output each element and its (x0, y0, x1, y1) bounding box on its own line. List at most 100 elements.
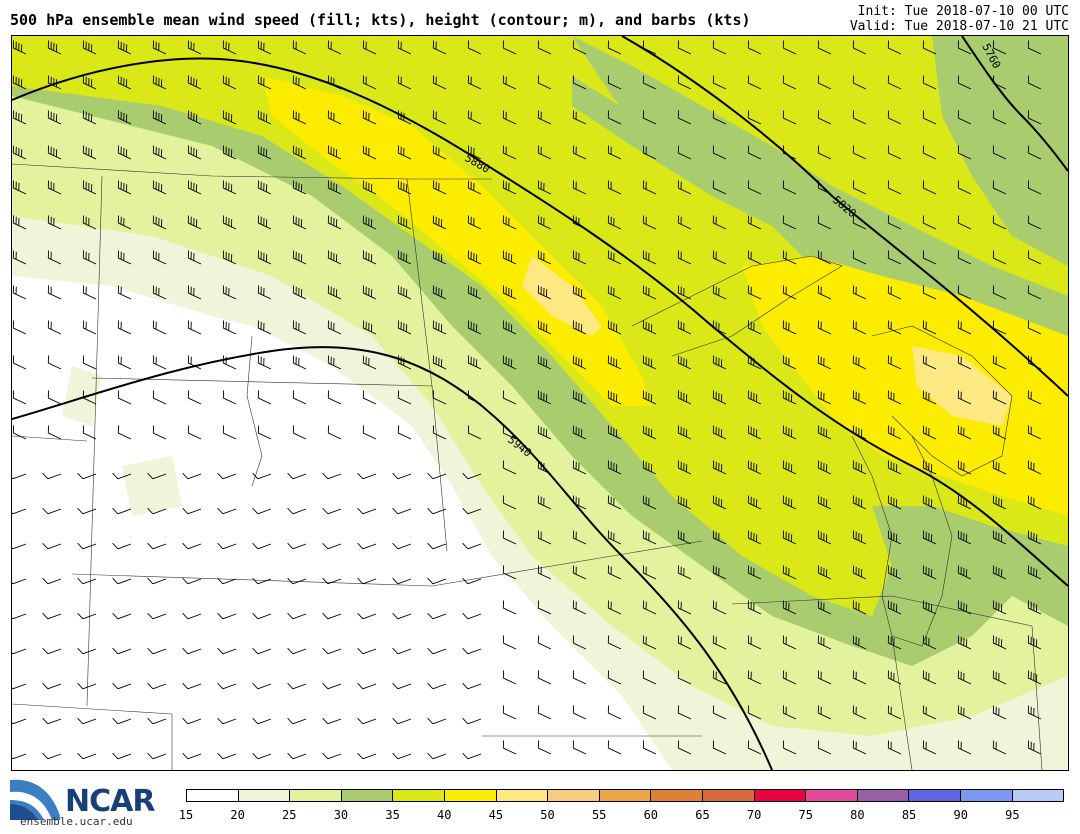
wind-barb (502, 320, 517, 335)
state-line (12, 703, 173, 770)
wind-barb (887, 215, 902, 230)
wind-barb (887, 425, 902, 440)
wind-barb (147, 752, 167, 760)
wind-barb (257, 40, 272, 55)
wind-barb (147, 542, 167, 550)
wind-barb (467, 250, 482, 265)
wind-barb (502, 75, 517, 90)
wind-barb (712, 180, 727, 195)
wind-barb (992, 145, 1007, 160)
wind-barb (992, 565, 1007, 580)
wind-barb (152, 285, 167, 300)
wind-barb (817, 495, 832, 510)
wind-barb (572, 600, 587, 615)
wind-barb (327, 180, 342, 195)
wind-barb (1027, 215, 1042, 230)
wind-barb (782, 215, 797, 230)
wind-barb (537, 705, 552, 720)
wind-barb (292, 215, 307, 230)
wind-barb (957, 355, 972, 370)
wind-barb (572, 635, 587, 650)
wind-barb (77, 647, 97, 655)
colorbar-swatch (702, 790, 755, 801)
wind-barb (887, 355, 902, 370)
colorbar-swatch (444, 790, 497, 801)
wind-barb (922, 460, 937, 475)
wind-barb (502, 425, 517, 440)
wind-barb (607, 530, 622, 545)
wind-barb (712, 635, 727, 650)
wind-barb (287, 612, 307, 620)
wind-barb (852, 180, 867, 195)
colorbar-tick-label: 95 (1005, 808, 1020, 822)
wind-barb (292, 250, 307, 265)
wind-barb (747, 40, 762, 55)
wind-barb (747, 250, 762, 265)
wind-barb (677, 250, 692, 265)
wind-barb (12, 75, 27, 90)
wind-barb (747, 740, 762, 755)
wind-barb (817, 180, 832, 195)
init-time: Init: Tue 2018-07-10 00 UTC (857, 4, 1069, 19)
wind-barb (217, 612, 237, 620)
wind-barb (642, 600, 657, 615)
wind-barb (1027, 565, 1042, 580)
wind-barb (747, 670, 762, 685)
wind-barb (432, 390, 447, 405)
wind-barb (782, 425, 797, 440)
wind-barb (957, 110, 972, 125)
wind-barb (957, 460, 972, 475)
wind-speed-fill (12, 36, 1068, 770)
wind-barb (887, 75, 902, 90)
wind-barb (572, 215, 587, 230)
wind-barb (222, 320, 237, 335)
wind-barb (147, 472, 167, 480)
wind-barb (747, 390, 762, 405)
wind-barb (257, 285, 272, 300)
wind-barb (322, 542, 342, 550)
contour-5760 (961, 36, 1068, 172)
wind-barb (397, 145, 412, 160)
wind-barb (12, 542, 27, 550)
wind-barb (957, 215, 972, 230)
wind-barb (12, 180, 27, 195)
wind-barb (12, 752, 27, 760)
wind-barb (782, 530, 797, 545)
wind-barb (257, 180, 272, 195)
wind-barb (432, 215, 447, 230)
wind-barb (287, 507, 307, 515)
wind-barb (12, 355, 27, 370)
wind-barb (182, 647, 202, 655)
wind-barb (42, 542, 62, 550)
colorbar-tick-label: 80 (850, 808, 865, 822)
wind-barb (152, 390, 167, 405)
wind-barb (182, 472, 202, 480)
wind-barb (817, 600, 832, 615)
wind-barb (922, 425, 937, 440)
wind-barb (817, 40, 832, 55)
wind-barb (432, 180, 447, 195)
wind-barb (117, 390, 132, 405)
wind-barb (537, 600, 552, 615)
wind-barb (147, 577, 167, 585)
wind-barb (537, 635, 552, 650)
wind-barb (1027, 145, 1042, 160)
contour-5820 (621, 36, 1068, 397)
wind-barb (782, 600, 797, 615)
wind-barb (427, 612, 447, 620)
wind-barb (572, 670, 587, 685)
wind-barb (1027, 740, 1042, 755)
wind-barb (502, 40, 517, 55)
wind-barb (357, 507, 377, 515)
wind-barb (572, 40, 587, 55)
wind-barb (852, 425, 867, 440)
wind-barb (117, 425, 132, 440)
wind-barb (502, 495, 517, 510)
wind-barb (607, 600, 622, 615)
wind-barb (462, 682, 482, 690)
wind-barb (357, 752, 377, 760)
wind-barb (747, 145, 762, 160)
wind-barb (957, 740, 972, 755)
wind-barb (147, 647, 167, 655)
wind-barb (357, 542, 377, 550)
